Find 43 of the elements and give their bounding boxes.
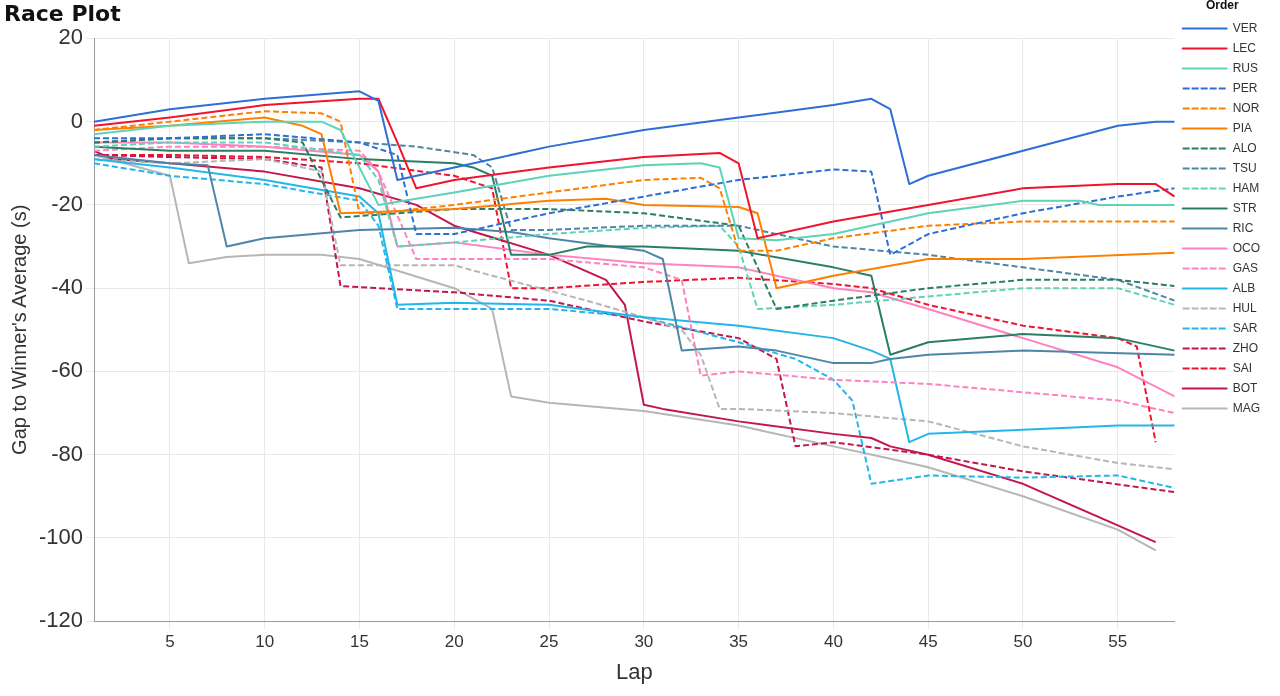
y-tick-label: 20 (58, 24, 84, 50)
legend-label: STR (1232, 200, 1257, 215)
x-tick-label: 20 (444, 632, 464, 652)
y-tick-label: -40 (51, 274, 84, 300)
y-tick-label: -80 (51, 440, 84, 466)
legend-label: ALB (1232, 280, 1256, 295)
x-axis-title: Lap (615, 658, 653, 684)
legend-label: HAM (1232, 180, 1260, 195)
x-tick-label: 45 (918, 632, 938, 652)
legend-label: OCO (1232, 240, 1261, 255)
x-tick-label: 35 (729, 632, 749, 652)
legend-label: ALO (1232, 140, 1257, 155)
legend-label: HUL (1232, 300, 1257, 315)
legend-label: SAR (1232, 320, 1258, 335)
y-axis-title: Gap to Winner's Average (s) (7, 204, 30, 455)
legend-label: PIA (1232, 120, 1253, 135)
legend-label: RUS (1232, 60, 1259, 75)
x-tick-label: 10 (255, 632, 275, 652)
x-tick-label: 25 (539, 632, 559, 652)
y-tick-label: 0 (70, 107, 84, 133)
legend-title: Order (1205, 0, 1239, 13)
legend-label: VER (1232, 20, 1258, 35)
x-tick-label: 5 (165, 632, 175, 652)
x-tick-label: 15 (349, 632, 369, 652)
legend-label: TSU (1232, 160, 1257, 175)
legend-label: RIC (1232, 220, 1254, 235)
legend-label: MAG (1232, 400, 1261, 415)
x-tick-label: 50 (1013, 632, 1033, 652)
y-tick-label: -60 (51, 357, 84, 383)
y-tick-label: -20 (51, 190, 84, 216)
legend-label: PER (1232, 80, 1258, 95)
legend-label: ZHO (1232, 340, 1259, 355)
chart-title: Race Plot (4, 0, 122, 26)
x-tick-label: 30 (634, 632, 654, 652)
legend-label: SAI (1232, 360, 1253, 375)
legend-label: BOT (1232, 380, 1258, 395)
x-tick-label: 55 (1108, 632, 1128, 652)
y-tick-label: -100 (38, 524, 84, 550)
x-tick-label: 40 (823, 632, 843, 652)
y-tick-label: -120 (38, 607, 84, 633)
legend-label: GAS (1232, 260, 1259, 275)
legend-label: NOR (1232, 100, 1260, 115)
legend-label: LEC (1232, 40, 1257, 55)
